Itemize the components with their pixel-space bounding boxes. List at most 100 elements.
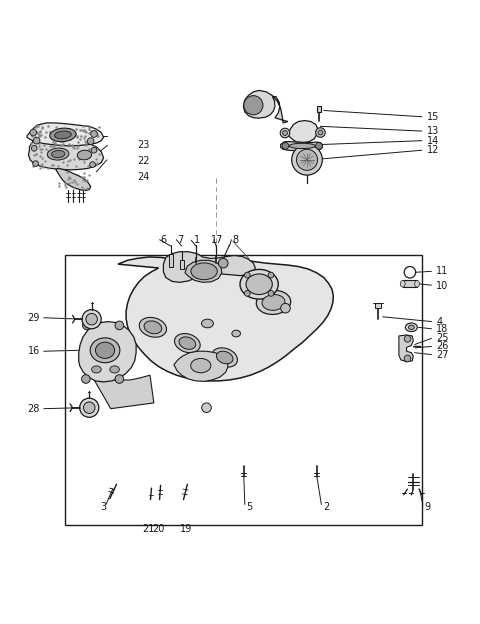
Circle shape xyxy=(318,130,323,135)
Circle shape xyxy=(244,272,250,278)
Ellipse shape xyxy=(212,348,238,367)
Circle shape xyxy=(33,161,38,167)
Circle shape xyxy=(218,258,228,268)
Circle shape xyxy=(84,402,95,414)
Text: 14: 14 xyxy=(427,135,439,145)
Text: 24: 24 xyxy=(137,172,149,182)
Polygon shape xyxy=(79,321,136,382)
Circle shape xyxy=(115,374,124,383)
Circle shape xyxy=(404,355,411,362)
Text: 19: 19 xyxy=(180,524,192,534)
Text: 25: 25 xyxy=(436,333,449,343)
Polygon shape xyxy=(288,120,318,142)
Ellipse shape xyxy=(232,330,240,337)
Ellipse shape xyxy=(96,342,115,358)
Text: 12: 12 xyxy=(427,145,439,155)
Ellipse shape xyxy=(406,323,417,331)
Text: 10: 10 xyxy=(436,281,448,291)
Circle shape xyxy=(244,291,250,296)
Text: 6: 6 xyxy=(160,235,167,245)
Text: 9: 9 xyxy=(424,502,431,512)
Text: 3: 3 xyxy=(100,502,107,512)
Text: 7: 7 xyxy=(177,235,183,245)
Bar xyxy=(375,303,381,308)
Ellipse shape xyxy=(110,366,120,373)
Text: 27: 27 xyxy=(436,349,449,359)
Circle shape xyxy=(87,138,94,145)
Text: 15: 15 xyxy=(427,112,439,122)
Polygon shape xyxy=(281,142,323,151)
Circle shape xyxy=(91,147,97,153)
Text: 17: 17 xyxy=(211,235,224,245)
Circle shape xyxy=(33,137,40,144)
Circle shape xyxy=(30,129,36,136)
Ellipse shape xyxy=(289,144,315,149)
Bar xyxy=(180,260,184,269)
Bar xyxy=(403,280,417,287)
Circle shape xyxy=(404,336,411,342)
Polygon shape xyxy=(93,375,154,409)
Ellipse shape xyxy=(55,131,71,139)
Text: 23: 23 xyxy=(137,140,149,150)
Circle shape xyxy=(316,142,323,149)
Text: 4: 4 xyxy=(436,316,443,326)
Circle shape xyxy=(268,272,274,278)
Ellipse shape xyxy=(90,338,120,363)
Ellipse shape xyxy=(175,334,200,353)
Ellipse shape xyxy=(77,150,92,160)
Text: 16: 16 xyxy=(28,346,40,356)
Text: 29: 29 xyxy=(27,313,40,323)
Circle shape xyxy=(283,130,288,135)
Polygon shape xyxy=(56,168,91,190)
Circle shape xyxy=(281,303,290,313)
Text: 13: 13 xyxy=(427,126,439,136)
Ellipse shape xyxy=(202,319,214,328)
Text: 22: 22 xyxy=(137,156,150,166)
Ellipse shape xyxy=(144,321,162,334)
Text: 8: 8 xyxy=(232,235,238,245)
Circle shape xyxy=(82,374,90,383)
Circle shape xyxy=(297,149,318,170)
Text: 5: 5 xyxy=(246,502,252,512)
Circle shape xyxy=(91,130,97,137)
Ellipse shape xyxy=(415,280,420,287)
Circle shape xyxy=(115,321,124,329)
Polygon shape xyxy=(174,351,228,381)
Text: 28: 28 xyxy=(27,404,40,414)
Text: 1: 1 xyxy=(194,235,200,245)
Circle shape xyxy=(282,142,289,149)
Circle shape xyxy=(292,145,323,175)
Polygon shape xyxy=(185,260,222,282)
Circle shape xyxy=(86,313,97,325)
Ellipse shape xyxy=(92,366,101,373)
Ellipse shape xyxy=(139,318,167,337)
Circle shape xyxy=(202,403,211,412)
Ellipse shape xyxy=(50,128,76,142)
Polygon shape xyxy=(163,251,255,282)
Bar xyxy=(317,106,322,112)
Ellipse shape xyxy=(246,274,272,295)
Ellipse shape xyxy=(256,290,291,314)
Circle shape xyxy=(82,310,101,329)
Circle shape xyxy=(316,128,325,137)
Ellipse shape xyxy=(240,270,278,299)
Text: 20: 20 xyxy=(153,524,165,534)
Ellipse shape xyxy=(191,263,217,280)
Ellipse shape xyxy=(51,150,65,158)
Text: 2: 2 xyxy=(323,502,329,512)
Text: 21: 21 xyxy=(142,524,154,534)
Circle shape xyxy=(31,145,37,151)
Ellipse shape xyxy=(262,295,285,310)
Ellipse shape xyxy=(216,351,233,364)
Circle shape xyxy=(268,291,274,296)
Polygon shape xyxy=(27,123,104,146)
Circle shape xyxy=(90,162,96,167)
Ellipse shape xyxy=(400,280,405,287)
Bar xyxy=(65,255,422,525)
Polygon shape xyxy=(399,335,413,362)
Ellipse shape xyxy=(48,148,69,160)
Ellipse shape xyxy=(191,358,211,373)
Polygon shape xyxy=(243,90,288,123)
Text: 11: 11 xyxy=(436,266,448,276)
Bar xyxy=(169,254,172,268)
